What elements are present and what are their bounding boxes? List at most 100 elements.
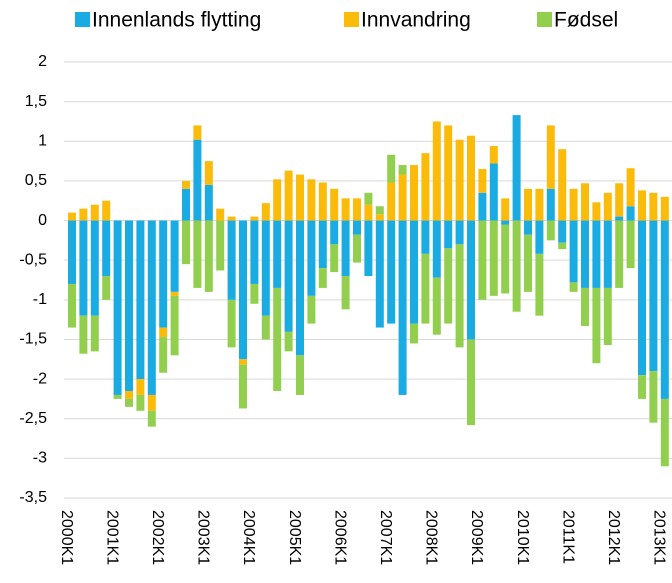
bar-segment [102,220,111,277]
bar-segment [68,283,76,328]
bar-segment [524,220,532,235]
bar-segment [239,220,247,360]
bar-segment [227,299,236,348]
bar-segment [398,165,407,175]
bar-segment [227,216,236,221]
bar-segment [170,291,179,296]
bar-segment [489,146,498,164]
bar-segment [535,253,544,316]
x-tick-label: 2000K1 [58,510,75,565]
bar-segment [512,220,521,312]
x-tick-label: 2006K1 [331,510,348,565]
bar-segment [79,208,88,221]
bar-segment [239,359,247,365]
x-tick-label: 2013K1 [651,510,668,565]
x-tick-label: 2004K1 [240,510,257,565]
bar-segment [444,248,453,324]
bar-segment [113,394,122,399]
bar-segment [615,183,624,217]
bar-segment [638,375,646,399]
bar-segment [649,192,658,221]
bar-segment [147,394,156,411]
bar-segment [227,220,236,300]
bar-segment [250,216,259,221]
legend-swatch [344,12,359,27]
y-tick-label: -1,5 [19,331,47,348]
bar-segment [364,192,373,205]
y-tick-label: -0,5 [19,251,47,268]
bar-segment [204,161,213,185]
bar-segment [603,287,612,346]
bar-segment [546,220,555,241]
bar-segment [455,244,464,348]
bar-segment [638,220,646,376]
bar-segment [581,183,589,221]
bar-segment [273,220,282,288]
bar-segment [102,200,111,221]
bar-segment [90,204,99,221]
bar-segment [535,188,544,221]
bar-segment [375,206,384,215]
bar-segment [182,220,190,265]
bar-segment [159,220,168,328]
bar-segment [546,188,555,221]
bar-segment [375,214,384,221]
y-tick-label: 1,5 [25,93,47,110]
legend-swatch [75,12,90,27]
bar-segment [603,192,612,221]
bar-segment [353,220,361,235]
bar-segment [193,139,202,221]
bar-segment [444,220,453,249]
bar-segment [250,220,259,284]
bar-segment [569,282,578,292]
bar-segment [147,410,156,427]
bar-segment [626,168,635,207]
legend-label: Innvandring [361,9,471,32]
bar-segment [569,220,578,283]
bar-segment [193,125,202,140]
bar-segment [489,163,498,221]
bar-segment [284,331,293,352]
bar-segment [615,220,624,288]
bar-segment [330,220,339,245]
bar-segment [421,253,430,324]
labels: 2 1,5 1 0,5 0 -0,5 -1 -1,5 -2 -2,5 -3 -3,5 2000K1 200… [19,53,667,565]
bar-segment [501,220,510,225]
x-tick-label: 2002K1 [149,510,166,565]
bar-segment [273,287,282,391]
bar-segment [501,224,510,294]
bar-segment [398,174,407,221]
bar-segment [296,174,304,221]
bar-segment [170,220,179,292]
legend-label: Innenlands flytting [92,9,261,32]
bar-segment [615,216,624,221]
bar-segment [558,220,567,243]
bar-segment [79,220,88,316]
bar-segment [512,115,521,221]
bar-segment [284,220,293,332]
bar-segment [660,220,669,399]
bar-segment [410,323,418,344]
bar-segment [318,182,327,221]
bar-segment [239,364,247,409]
x-tick-label: 2012K1 [605,510,622,565]
x-tick-label: 2010K1 [514,510,531,565]
bar-segment [136,220,145,380]
bar-segment [410,220,418,324]
bar-segment [125,398,133,407]
x-tick-label: 2008K1 [423,510,440,565]
y-tick-label: 1 [38,132,47,149]
bar-segment [592,220,601,288]
bar-segment [638,190,646,221]
bar-segment [296,355,304,395]
bar-segment [467,135,475,221]
bar-segment [444,125,453,221]
y-tick-label: 2 [38,53,47,70]
bar-segment [558,149,567,221]
bar-segment [432,121,441,221]
y-tick-label: -3,5 [19,489,47,506]
legend: Innenlands flytting Innvandring Fødsel [75,9,618,32]
bar-segment [387,182,396,221]
bar-segment [261,315,270,340]
